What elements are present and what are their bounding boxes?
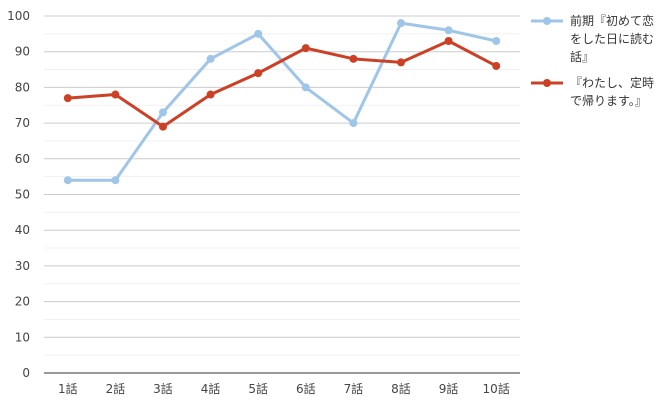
- series-2-point: [254, 69, 263, 78]
- grid-lines: [44, 15, 520, 374]
- series-2-point: [111, 90, 120, 99]
- series-1-line: [66, 21, 498, 182]
- x-tick-label: 6話: [296, 381, 316, 396]
- series-2-point: [159, 122, 167, 131]
- y-tick-label: 30: [15, 259, 30, 273]
- x-tick-label: 5話: [248, 381, 268, 396]
- legend: 前期『初めて恋をした日に読む話』 『わたし、定時で帰ります。』: [530, 12, 656, 118]
- legend-swatch-series-2: [531, 79, 563, 87]
- series-1: [63, 19, 501, 185]
- y-tick-label: 80: [15, 80, 30, 94]
- y-tick-label: 20: [15, 295, 30, 309]
- series-2: [63, 36, 501, 131]
- series-2-line: [66, 39, 498, 129]
- y-tick-label: 60: [15, 152, 30, 166]
- x-tick-label: 10話: [483, 381, 510, 396]
- x-tick-label: 4話: [201, 381, 221, 396]
- legend-item-series-1[interactable]: 前期『初めて恋をした日に読む話』: [530, 12, 656, 66]
- series-2-point: [63, 94, 72, 103]
- series-2-point: [349, 54, 358, 63]
- series-layer: [63, 19, 501, 185]
- y-tick-label: 100: [7, 9, 30, 23]
- y-tick-label: 40: [15, 223, 30, 237]
- legend-label-series-1: 前期『初めて恋をした日に読む話』: [570, 14, 655, 64]
- x-tick-label: 8話: [391, 381, 411, 396]
- series-1-point: [111, 176, 120, 185]
- series-2-point: [206, 90, 215, 99]
- x-tick-label: 2話: [106, 381, 126, 396]
- series-1-point: [492, 36, 501, 45]
- y-tick-label: 0: [22, 366, 30, 380]
- x-tick-label: 7話: [344, 381, 364, 396]
- series-1-point: [349, 119, 358, 128]
- series-1-point: [254, 29, 263, 38]
- series-1-point: [397, 19, 405, 28]
- series-2-point: [492, 61, 501, 70]
- x-tick-label: 9話: [439, 381, 459, 396]
- series-1-point: [159, 108, 167, 117]
- x-tick-label: 3話: [153, 381, 173, 396]
- series-2-point: [301, 44, 310, 53]
- legend-item-series-2[interactable]: 『わたし、定時で帰ります。』: [530, 74, 656, 110]
- y-tick-label: 50: [15, 188, 30, 202]
- x-axis-ticks: 1話 2話 3話 4話 5話 6話 7話 8話 9話 10話: [58, 381, 510, 396]
- y-tick-label: 10: [15, 330, 30, 344]
- legend-label-series-2: 『わたし、定時で帰ります。』: [570, 76, 655, 108]
- x-tick-label: 1話: [58, 381, 78, 396]
- series-2-point: [397, 58, 405, 67]
- series-1-point: [444, 26, 453, 35]
- legend-swatch-series-1: [531, 17, 563, 25]
- series-1-point: [63, 176, 72, 185]
- series-2-point: [444, 36, 453, 45]
- y-tick-label: 90: [15, 45, 30, 59]
- series-1-point: [301, 83, 310, 92]
- series-1-point: [206, 54, 215, 63]
- y-tick-label: 70: [15, 116, 30, 130]
- y-axis-ticks: 0 10 20 30 40 50 60 70 80 90 100: [7, 9, 30, 380]
